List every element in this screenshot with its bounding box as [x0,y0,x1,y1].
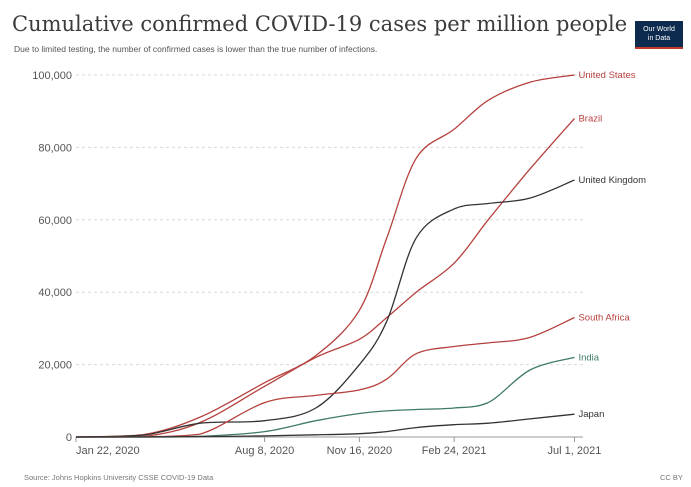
series-label-india[interactable]: India [578,352,599,363]
series-label-united-states[interactable]: United States [578,70,635,81]
series-labels: United States Brazil United Kingdom South A… [578,70,646,420]
y-tick-label: 100,000 [32,70,72,82]
series-line-united-states[interactable] [75,74,575,438]
y-tick-label: 20,000 [38,360,72,372]
license-note[interactable]: CC BY [660,473,683,482]
series-line-brazil[interactable] [75,117,575,438]
x-axis-ticks: Jan 22, 2020 Aug 8, 2020 Nov 16, 2020 Feb 2… [75,437,602,457]
logo-line-1: Our World [643,26,675,33]
logo-line-2: in Data [647,35,671,42]
x-tick-label: Aug 8, 2020 [235,445,294,457]
series-line-south-africa[interactable] [75,316,575,438]
chart-subtitle: Due to limited testing, the number of co… [14,44,378,54]
x-tick-label: Jan 22, 2020 [76,445,140,457]
x-tick-label: Nov 16, 2020 [327,445,392,457]
y-axis-ticks: 0 20,000 40,000 60,000 80,000 100,000 [32,70,72,444]
series-label-japan[interactable]: Japan [578,409,604,420]
y-tick-label: 40,000 [38,287,72,299]
grid-layer [76,74,583,438]
series-label-brazil[interactable]: Brazil [578,113,602,124]
y-tick-label: 0 [66,432,72,444]
series-label-south-africa[interactable]: South Africa [578,313,630,324]
source-note[interactable]: Source: Johns Hopkins University CSSE CO… [24,473,214,482]
x-tick-label: Jul 1, 2021 [548,445,602,457]
y-tick-label: 60,000 [38,215,72,227]
logo-accent-bar [635,47,683,49]
series-line-japan[interactable] [76,413,575,438]
series-layer [75,74,575,438]
chart-title: Cumulative confirmed COVID-19 cases per … [12,12,628,36]
series-line-india[interactable] [76,356,575,438]
owid-logo[interactable]: Our World in Data [635,21,683,47]
series-label-united-kingdom[interactable]: United Kingdom [578,175,646,186]
series-line-united-kingdom[interactable] [75,179,575,438]
x-tick-label: Feb 24, 2021 [422,445,487,457]
y-tick-label: 80,000 [38,142,72,154]
